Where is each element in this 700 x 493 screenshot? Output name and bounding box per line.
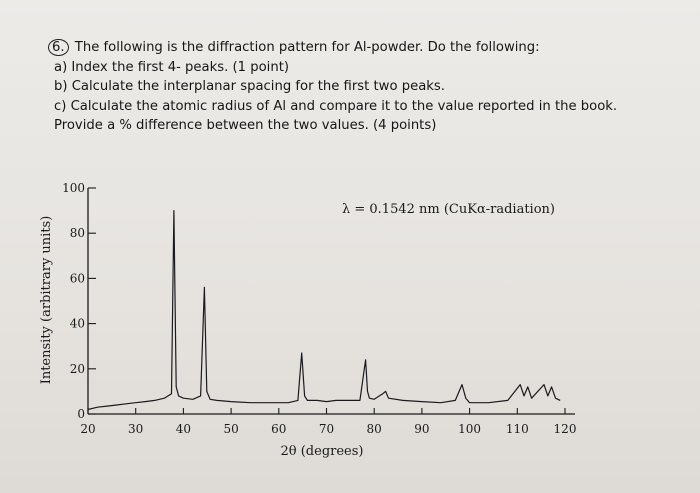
question-intro-line: 6. The following is the diffraction patt… (48, 38, 694, 58)
x-tick-label: 60 (271, 422, 286, 436)
x-tick-group: 20 30 40 50 60 70 80 90 100 110 120 (80, 408, 576, 436)
y-axis-label: Intensity (arbitrary units) (39, 216, 54, 385)
x-tick-label: 70 (319, 422, 334, 436)
x-tick-label: 100 (458, 422, 481, 436)
x-tick-label: 20 (80, 422, 95, 436)
y-tick-label: 20 (70, 362, 85, 376)
x-tick-label: 40 (176, 422, 191, 436)
x-tick-label: 50 (223, 422, 238, 436)
question-text: 6. The following is the diffraction patt… (48, 38, 694, 136)
x-tick-label: 90 (414, 422, 429, 436)
question-part-a: a) Index the first 4- peaks. (1 point) (54, 59, 290, 75)
x-tick-label: 80 (367, 422, 382, 436)
y-tick-label: 80 (70, 226, 85, 240)
y-tick-label: 100 (62, 181, 85, 195)
y-tick-group: 0 20 40 60 80 100 (62, 181, 96, 421)
y-tick-label: 40 (70, 317, 85, 331)
question-part-b: b) Calculate the interplanar spacing for… (54, 79, 445, 94)
question-part-c-line2: Provide a % difference between the two v… (54, 118, 437, 133)
question-intro: The following is the diffraction pattern… (74, 40, 540, 55)
question-part-c-line1: c) Calculate the atomic radius of Al and… (54, 98, 618, 114)
x-tick-label: 110 (506, 422, 529, 436)
question-number: 6. (48, 39, 69, 56)
wavelength-annotation: λ = 0.1542 nm (CuKα-radiation) (342, 202, 555, 217)
x-tick-label: 30 (128, 422, 143, 436)
x-axis-label: 2θ (degrees) (281, 444, 364, 459)
chart-axes (87, 188, 575, 415)
y-tick-label: 60 (70, 271, 85, 285)
diffraction-trace (87, 210, 561, 411)
x-tick-label: 120 (554, 422, 577, 436)
y-tick-label: 0 (77, 407, 85, 421)
